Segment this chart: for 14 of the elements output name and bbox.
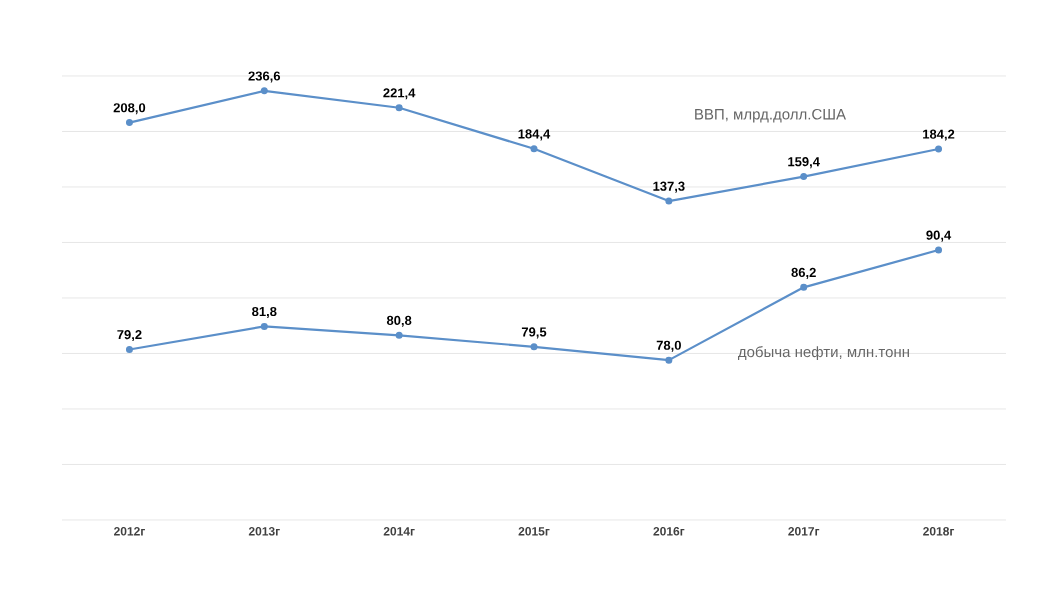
point bbox=[530, 343, 538, 351]
point bbox=[935, 145, 943, 153]
point bbox=[260, 87, 268, 95]
point bbox=[800, 283, 808, 291]
point bbox=[260, 322, 268, 330]
point bbox=[530, 145, 538, 153]
point bbox=[935, 246, 943, 254]
point bbox=[395, 104, 403, 112]
point bbox=[395, 331, 403, 339]
point bbox=[665, 356, 673, 364]
point bbox=[125, 345, 133, 353]
point bbox=[125, 119, 133, 127]
point bbox=[665, 197, 673, 205]
point bbox=[800, 173, 808, 181]
